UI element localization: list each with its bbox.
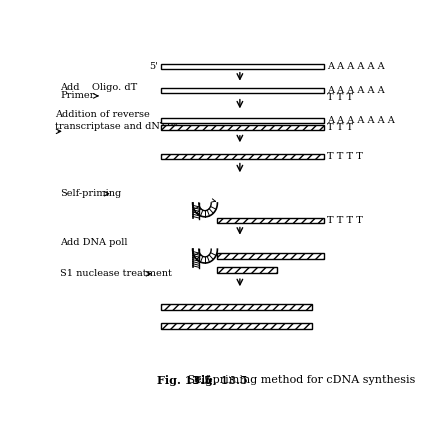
Text: T T T T: T T T T — [327, 216, 362, 225]
Text: Fig. 13.5: Fig. 13.5 — [157, 374, 211, 385]
Bar — [160, 64, 323, 69]
Text: Add    Oligo. dT: Add Oligo. dT — [60, 83, 137, 92]
Text: A A A A A A: A A A A A A — [327, 86, 384, 95]
Text: T T T: T T T — [327, 123, 353, 132]
Bar — [217, 267, 276, 273]
Text: A A A A A A A: A A A A A A A — [327, 116, 394, 125]
Bar — [217, 218, 323, 224]
Text: T T T T: T T T T — [327, 152, 362, 161]
Text: 5': 5' — [148, 62, 157, 71]
Bar — [160, 88, 323, 93]
Bar — [217, 253, 323, 259]
Text: Addition of reverse
transcriptase and dNTPs: Addition of reverse transcriptase and dN… — [55, 110, 178, 131]
Bar — [160, 154, 323, 159]
Text: Self-priming: Self-priming — [60, 189, 121, 198]
Bar — [160, 125, 323, 130]
Bar — [160, 118, 323, 123]
Text: S1 nuclease treatment: S1 nuclease treatment — [60, 269, 172, 278]
Text: Fig. 13.5: Fig. 13.5 — [193, 374, 247, 385]
Text: Add DNA poll: Add DNA poll — [60, 238, 127, 247]
Text: Self-priming method for cDNA synthesis: Self-priming method for cDNA synthesis — [184, 375, 415, 385]
Text: Primer: Primer — [60, 92, 94, 100]
Bar — [160, 323, 311, 329]
Text: T T T: T T T — [327, 93, 353, 102]
Text: A A A A A A: A A A A A A — [327, 62, 384, 71]
Text: Fig. 13.5 Self-priming method for cDNA synthesis: Fig. 13.5 Self-priming method for cDNA s… — [80, 375, 360, 385]
Bar — [160, 304, 311, 310]
